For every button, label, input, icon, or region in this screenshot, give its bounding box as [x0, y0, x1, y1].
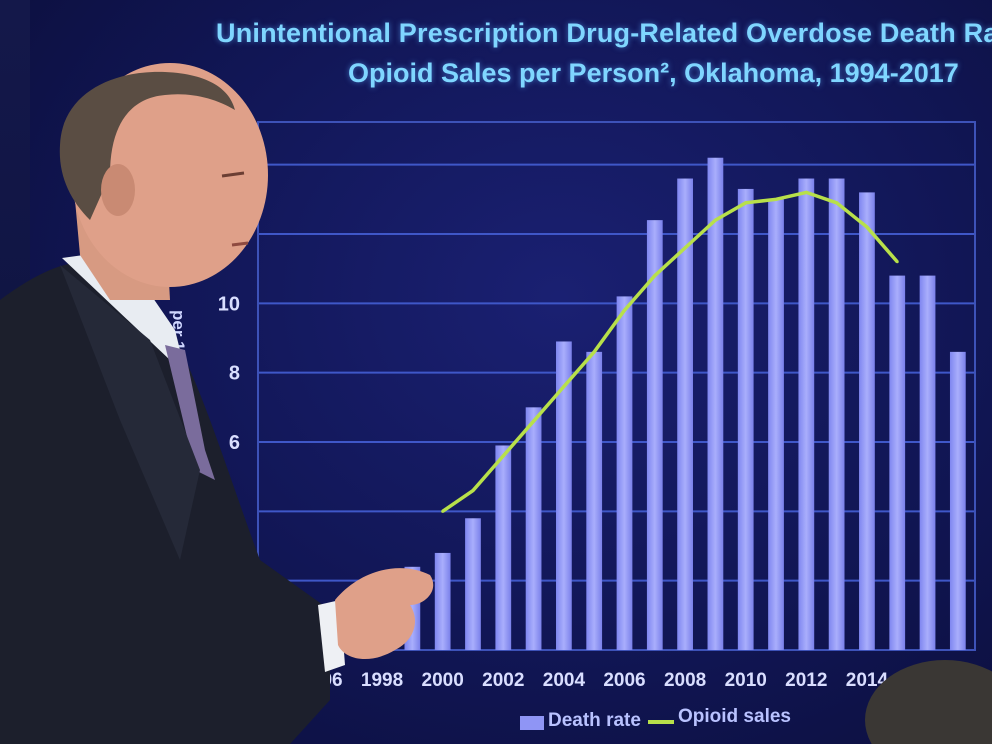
y-tick-10: 10	[218, 293, 240, 315]
bar-2009	[707, 157, 724, 650]
x-tick-2006: 2006	[603, 670, 645, 691]
legend-death-rate: Death rate	[548, 710, 641, 731]
chart-line	[441, 190, 899, 513]
x-tick-2010: 2010	[725, 670, 767, 691]
line-point-2007	[653, 274, 657, 278]
bar-2005	[586, 351, 603, 650]
line-point-2012	[804, 190, 808, 194]
line-point-2004	[562, 385, 566, 389]
bar-2004	[556, 341, 572, 650]
bar-2000	[434, 552, 451, 650]
bar-2010	[737, 188, 754, 650]
plot-frame	[257, 121, 976, 651]
bar-2014	[859, 192, 875, 650]
bar-2013	[828, 178, 845, 651]
line-point-2013	[835, 201, 839, 205]
line-point-2014	[865, 225, 869, 229]
line-point-2002	[501, 454, 505, 458]
y-tick-6: 6	[229, 432, 240, 454]
line-point-2015	[895, 260, 899, 264]
line-point-2000	[441, 509, 445, 513]
bar-2008	[677, 178, 693, 651]
opioid-sales-line	[441, 190, 899, 513]
legend-bar-swatch	[520, 716, 544, 730]
chart-title-line2: Opioid Sales per Person², Oklahoma, 1994…	[348, 58, 959, 88]
x-tick-2002: 2002	[482, 670, 524, 691]
y-tick-8: 8	[229, 363, 240, 385]
line-point-2003	[532, 419, 536, 423]
line-point-2011	[774, 197, 778, 201]
x-tick-1998: 1998	[361, 670, 403, 691]
bar-2006	[616, 296, 633, 650]
x-tick-2012: 2012	[785, 670, 827, 691]
bar-2011	[768, 199, 784, 651]
bar-2015	[889, 275, 906, 650]
bar-2017	[949, 351, 966, 650]
bar-2001	[465, 518, 481, 650]
legend-line-swatch	[648, 720, 674, 724]
line-point-2008	[683, 246, 687, 250]
legend-opioid-sales: Opioid sales	[678, 706, 791, 727]
line-point-2006	[623, 308, 626, 312]
bar-2002	[495, 445, 512, 650]
chart-grid	[257, 121, 976, 651]
x-tick-2014: 2014	[846, 670, 889, 691]
bar-2012	[798, 178, 815, 651]
line-point-2010	[744, 201, 748, 205]
x-tick-2000: 2000	[422, 670, 464, 691]
bar-2003	[525, 407, 542, 650]
x-tick-2004: 2004	[543, 670, 586, 691]
bar-2016	[919, 275, 936, 650]
chart-title-line1: Unintentional Prescription Drug-Related …	[216, 18, 992, 48]
x-tick-2008: 2008	[664, 670, 706, 691]
bar-2007	[646, 220, 663, 650]
line-point-2005	[592, 350, 596, 354]
line-point-2009	[713, 218, 717, 222]
line-point-2001	[471, 489, 475, 493]
